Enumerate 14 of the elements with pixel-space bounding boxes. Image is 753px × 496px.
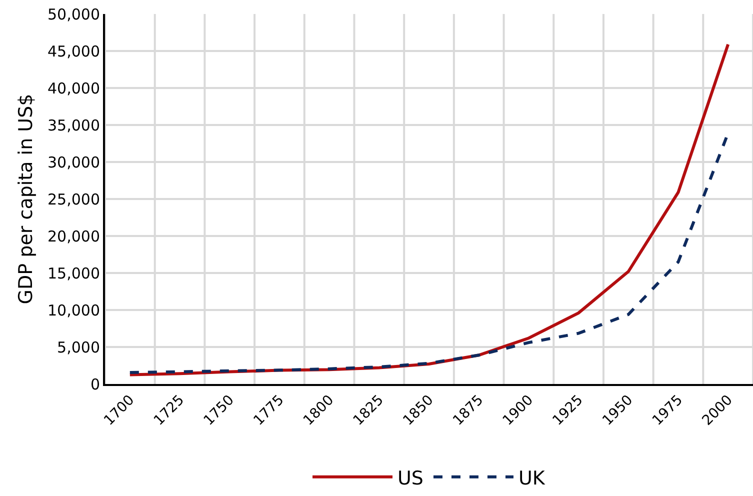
y-tick-label: 35,000 <box>48 116 100 134</box>
legend-label: US <box>398 467 424 490</box>
y-tick-label: 25,000 <box>48 190 100 208</box>
y-tick-label: 10,000 <box>48 301 100 320</box>
y-tick-label: 50,000 <box>48 5 100 24</box>
y-axis-title: GDP per capita in US$ <box>14 94 37 304</box>
y-tick-label: 0 <box>90 375 100 394</box>
y-tick-label: 5,000 <box>57 338 100 356</box>
legend-label: UK <box>518 467 546 490</box>
y-tick-label: 30,000 <box>48 153 100 172</box>
y-tick-label: 20,000 <box>48 227 100 246</box>
y-tick-label: 15,000 <box>48 264 100 282</box>
y-tick-label: 40,000 <box>48 79 100 98</box>
y-tick-label: 45,000 <box>48 42 100 60</box>
